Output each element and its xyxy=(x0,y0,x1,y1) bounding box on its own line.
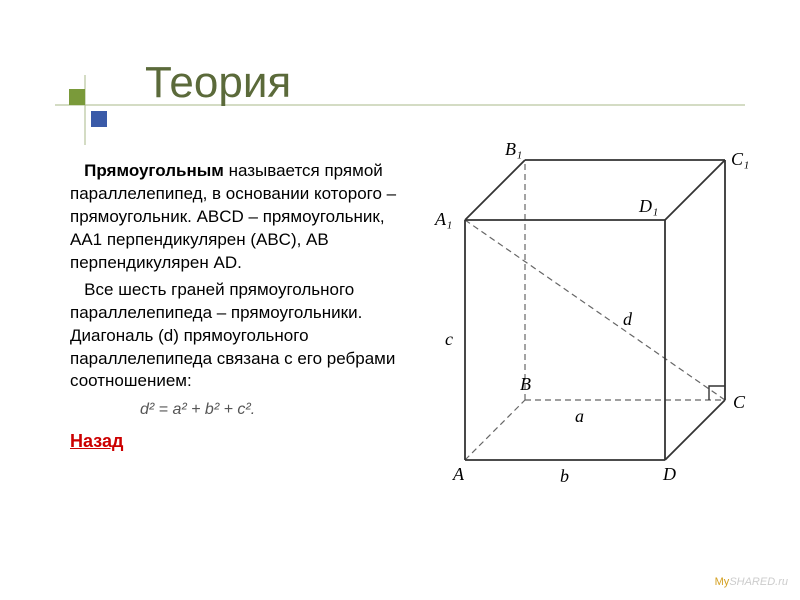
formula: d² = a² + b² + c². xyxy=(70,401,405,419)
svg-text:a: a xyxy=(575,406,584,426)
svg-text:c: c xyxy=(445,329,453,349)
watermark-my: My xyxy=(715,576,730,588)
svg-text:B₁: B₁ xyxy=(505,140,522,159)
paragraph-1: Прямоугольным называется прямой параллел… xyxy=(70,160,405,275)
svg-text:b: b xyxy=(560,466,569,486)
svg-text:A: A xyxy=(452,464,465,484)
paragraph-2: Все шесть граней прямоугольного параллел… xyxy=(70,279,405,394)
para1-bold: Прямоугольным xyxy=(84,161,228,180)
content-row: Прямоугольным называется прямой параллел… xyxy=(50,160,750,452)
text-column: Прямоугольным называется прямой параллел… xyxy=(50,160,405,452)
watermark: MySHARED.ru xyxy=(715,576,788,588)
svg-text:d: d xyxy=(623,309,633,329)
svg-text:A₁: A₁ xyxy=(434,209,452,229)
title-row: Теория xyxy=(50,40,750,140)
diagram-column: ADCBA₁D₁C₁B₁abcd xyxy=(425,160,750,452)
svg-text:D₁: D₁ xyxy=(638,196,658,216)
slide-title: Теория xyxy=(145,58,291,108)
svg-text:B: B xyxy=(520,374,531,394)
svg-text:D: D xyxy=(662,464,676,484)
slide: Теория Прямоугольным называется прямой п… xyxy=(0,0,800,600)
svg-text:C₁: C₁ xyxy=(731,149,749,169)
svg-text:C: C xyxy=(733,392,746,412)
back-link[interactable]: Назад xyxy=(70,431,123,452)
parallelepiped-diagram: A D C B A₁ D₁ C₁ B₁ a b c d xyxy=(425,140,765,500)
watermark-rest: SHARED.ru xyxy=(729,576,788,588)
